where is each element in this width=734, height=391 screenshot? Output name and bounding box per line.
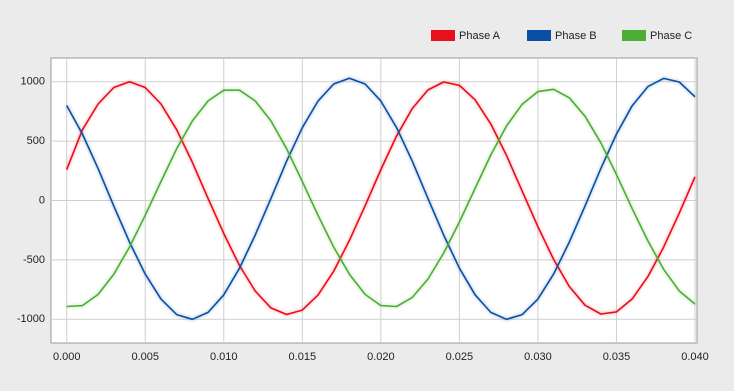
legend-swatch — [622, 30, 646, 41]
y-tick-label: 500 — [27, 135, 45, 147]
legend-swatch — [527, 30, 551, 41]
y-tick-label: 0 — [39, 194, 45, 206]
x-tick-label: 0.020 — [367, 351, 395, 363]
legend-label: Phase A — [459, 30, 501, 42]
x-tick-label: 0.010 — [210, 351, 238, 363]
series-line — [65, 77, 696, 321]
x-tick-label: 0.030 — [524, 351, 552, 363]
x-tick-label: 0.000 — [53, 351, 81, 363]
x-tick-label: 0.025 — [446, 351, 474, 363]
x-tick-label: 0.005 — [131, 351, 159, 363]
x-tick-label: 0.015 — [289, 351, 317, 363]
legend-swatch — [431, 30, 455, 41]
y-tick-label: 1000 — [21, 76, 45, 88]
y-tick-label: -500 — [23, 254, 45, 266]
x-tick-label: 0.040 — [681, 351, 709, 363]
series-line — [66, 88, 696, 308]
x-tick-label: 0.035 — [603, 351, 631, 363]
series-line — [65, 81, 696, 316]
legend-label: Phase C — [650, 30, 692, 42]
y-tick-label: -1000 — [17, 313, 45, 325]
legend-label: Phase B — [555, 30, 597, 42]
